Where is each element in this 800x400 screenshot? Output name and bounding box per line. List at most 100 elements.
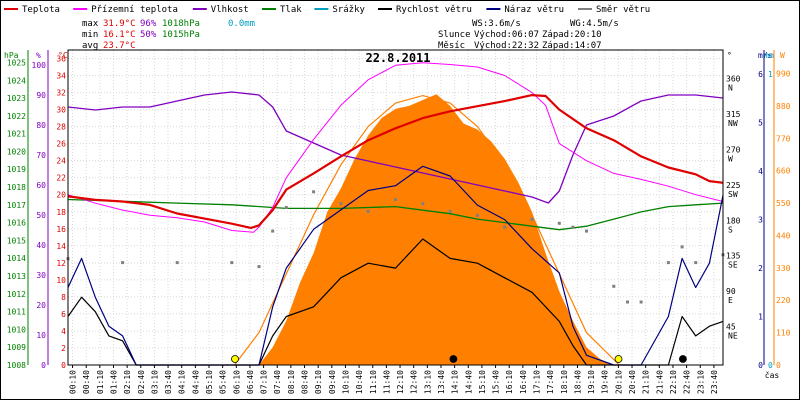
stats-ws: WS:3.6m/s [472, 19, 521, 29]
wind-direction-point [175, 261, 179, 265]
hpa-tick-label: 1013 [7, 272, 26, 281]
hpa-tick-label: 1008 [7, 361, 26, 370]
temp-tick-label: 6 [61, 310, 66, 319]
hpa-tick-label: 1014 [7, 254, 26, 263]
wind-direction-point [680, 245, 684, 249]
wind-direction-point [257, 265, 261, 269]
hpa-tick-label: 1009 [7, 343, 26, 352]
temp-tick-label: 34 [56, 72, 66, 81]
wind-direction-point [339, 202, 343, 206]
temp-tick-label: 28 [56, 123, 66, 132]
plot-frame [67, 49, 724, 366]
wind-direction-point [366, 209, 370, 213]
sun-moon-markers [231, 355, 687, 363]
wind-direction-point [284, 206, 288, 209]
temp-tick-label: 16 [56, 225, 66, 234]
hpa-tick-label: 1016 [7, 219, 26, 228]
mm-tick-label: 0 [768, 361, 773, 370]
hum-tick-label: 100 [32, 61, 47, 70]
stats-moon-set: Západ:14:07 [542, 41, 602, 51]
x-tick-label: 02:10 [123, 370, 132, 394]
dir-tick-value: 360 [726, 75, 741, 84]
x-tick-label: 11:10 [369, 370, 378, 394]
x-tick-label: 00:10 [69, 370, 78, 394]
x-tick-label: 00:40 [82, 370, 91, 394]
mm-axis-unit: mm [764, 51, 774, 60]
hum-tick-label: 20 [36, 301, 46, 310]
wind-direction-point [475, 213, 479, 217]
x-tick-label: 14:40 [464, 370, 473, 394]
hpa-tick-label: 1018 [7, 183, 26, 192]
hum-axis-unit: % [36, 51, 41, 60]
x-tick-label: 07:40 [273, 370, 282, 394]
dir-tick-value: 180 [726, 216, 741, 225]
x-tick-label: 18:10 [560, 370, 569, 394]
x-tick-label: 01:10 [96, 370, 105, 394]
dir-tick-value: 270 [726, 145, 741, 154]
stats-sun-set: Západ:20:10 [542, 30, 602, 40]
temp-tick-label: 18 [56, 208, 66, 217]
stats-block: max 31.9°C 96% 1018hPa 0.0mm min 16.1°C … [82, 19, 619, 51]
x-tick-label: 12:40 [410, 370, 419, 394]
temp-tick-label: 32 [56, 89, 66, 98]
hum-tick-label: 80 [36, 121, 46, 130]
hpa-tick-label: 1019 [7, 165, 26, 174]
dir-tick-value: 90 [726, 287, 736, 296]
x-tick-label: 05:10 [205, 370, 214, 394]
x-tick-label: 07:10 [260, 370, 269, 394]
x-tick-label: 16:40 [519, 370, 528, 394]
x-tick-label: 08:40 [301, 370, 310, 394]
w-tick-label: 440 [776, 231, 791, 240]
dir-tick-value: 315 [726, 110, 741, 119]
x-tick-label: 13:10 [423, 370, 432, 394]
stats-avg-label: avg [82, 41, 98, 51]
humidity-line [67, 91, 724, 204]
hpa-tick-label: 1011 [7, 308, 26, 317]
dir-tick-letter: W [728, 154, 733, 163]
temp-tick-label: 4 [61, 327, 66, 336]
wind-direction-point [121, 261, 125, 265]
wind-direction-point [557, 221, 561, 225]
x-axis-label: čas [765, 370, 780, 380]
wind-direction-point [312, 190, 316, 194]
stats-max-label: max [82, 19, 99, 29]
ground-temperature-line [67, 62, 724, 233]
x-tick-label: 11:40 [382, 370, 391, 394]
dir-tick-letter: SW [728, 190, 738, 199]
hum-tick-label: 50 [36, 211, 46, 220]
x-tick-label: 09:40 [328, 370, 337, 394]
ms-tick-label: 6 [758, 70, 763, 79]
stats-min-press: 1015hPa [162, 30, 200, 40]
x-tick-label: 17:10 [533, 370, 542, 394]
x-tick-label: 21:40 [655, 370, 664, 394]
x-tick-label: 01:40 [109, 370, 118, 394]
x-tick-label: 14:10 [451, 370, 460, 394]
x-tick-label: 22:10 [669, 370, 678, 394]
w-tick-label: 770 [776, 134, 791, 143]
x-tick-label: 12:10 [396, 370, 405, 394]
temp-tick-label: 30 [56, 106, 66, 115]
ms-tick-label: 1 [758, 313, 763, 322]
stats-sun-label: Slunce [438, 30, 471, 40]
wind-direction-point [530, 217, 534, 221]
dir-tick-letter: NE [728, 332, 738, 341]
x-tick-label: 18:40 [573, 370, 582, 394]
hpa-tick-label: 1023 [7, 94, 26, 103]
pressure-line [67, 198, 724, 231]
stats-max-press: 1018hPa [162, 19, 200, 29]
temp-tick-label: 0 [61, 361, 66, 370]
ms-tick-label: 4 [758, 167, 763, 176]
hum-tick-label: 0 [41, 361, 46, 370]
hum-tick-label: 30 [36, 271, 46, 280]
x-tick-label: 04:40 [191, 370, 200, 394]
temp-tick-label: 8 [61, 293, 66, 302]
hpa-tick-label: 1015 [7, 236, 26, 245]
hum-tick-label: 10 [36, 331, 46, 340]
wind-direction-point [421, 202, 425, 206]
wind-direction-point [612, 284, 616, 288]
dir-tick-letter: N [728, 84, 733, 93]
stats-min-label: min [82, 30, 98, 40]
w-axis-unit: W [780, 51, 785, 60]
ms-axis-unit: m/s [758, 51, 773, 60]
temp-tick-label: 12 [56, 259, 66, 268]
